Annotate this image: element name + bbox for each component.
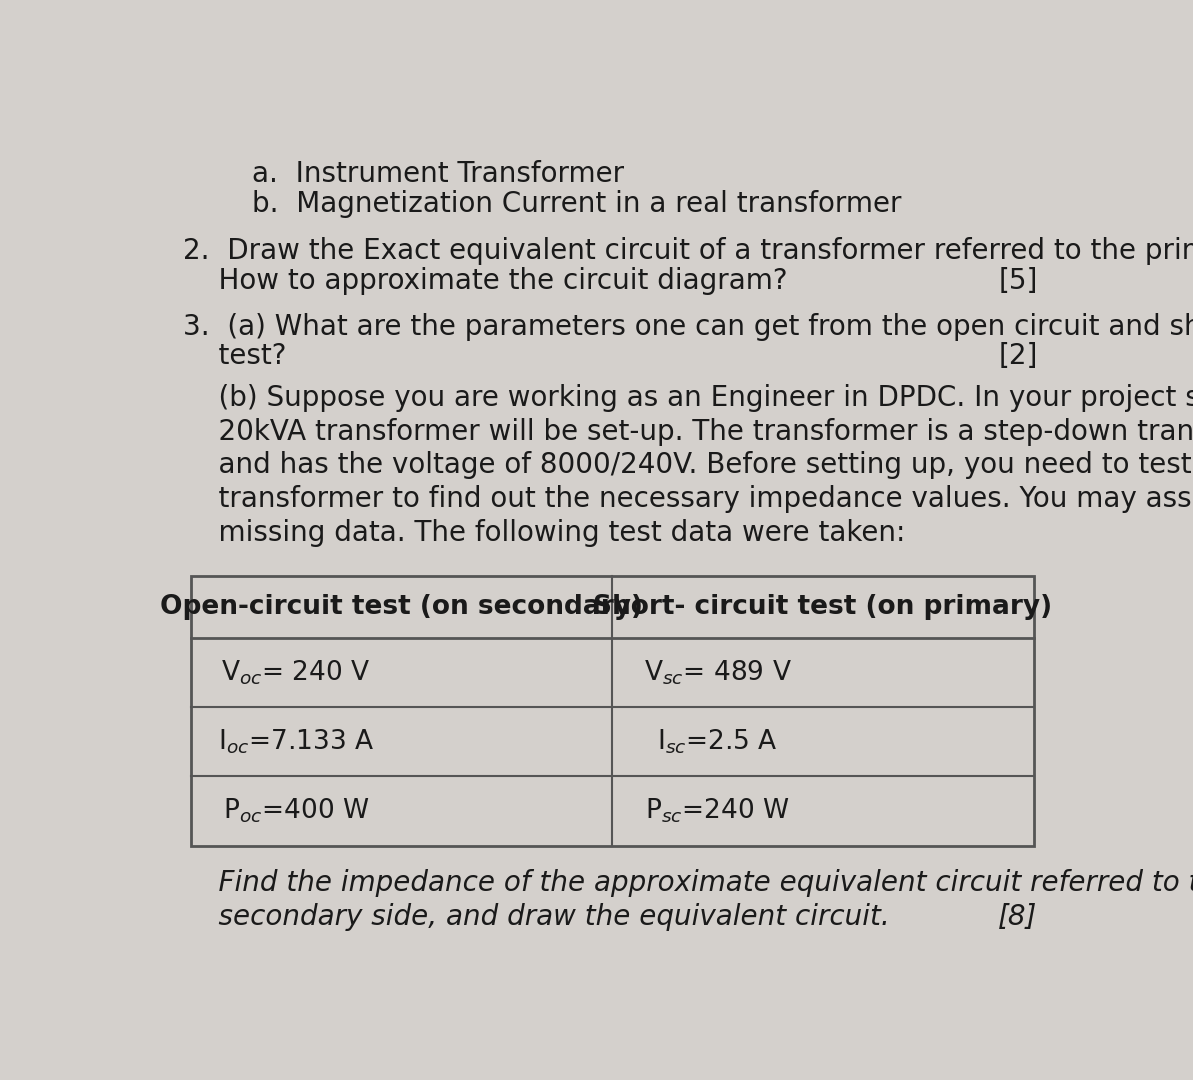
Text: Find the impedance of the approximate equivalent circuit referred to the: Find the impedance of the approximate eq… — [183, 868, 1193, 896]
Text: [5]: [5] — [999, 267, 1038, 295]
Text: (b) Suppose you are working as an Engineer in DPDC. In your project site one: (b) Suppose you are working as an Engine… — [183, 383, 1193, 411]
Text: transformer to find out the necessary impedance values. You may assume any: transformer to find out the necessary im… — [183, 485, 1193, 513]
Text: V$_{sc}$= 489 V: V$_{sc}$= 489 V — [644, 658, 791, 687]
Bar — [191, 577, 1034, 846]
Text: a.  Instrument Transformer: a. Instrument Transformer — [252, 161, 624, 188]
Text: 20kVA transformer will be set-up. The transformer is a step-down transformer: 20kVA transformer will be set-up. The tr… — [183, 418, 1193, 446]
Text: [2]: [2] — [999, 342, 1038, 370]
Text: secondary side, and draw the equivalent circuit.: secondary side, and draw the equivalent … — [183, 903, 890, 931]
Text: How to approximate the circuit diagram?: How to approximate the circuit diagram? — [183, 267, 787, 295]
Text: [8]: [8] — [999, 903, 1038, 931]
Text: V$_{oc}$= 240 V: V$_{oc}$= 240 V — [221, 658, 371, 687]
Text: P$_{oc}$=400 W: P$_{oc}$=400 W — [223, 797, 369, 825]
Text: 3.  (a) What are the parameters one can get from the open circuit and short circ: 3. (a) What are the parameters one can g… — [183, 313, 1193, 341]
Text: Short- circuit test (on primary): Short- circuit test (on primary) — [593, 594, 1052, 620]
Text: b.  Magnetization Current in a real transformer: b. Magnetization Current in a real trans… — [252, 190, 902, 218]
Text: 2.  Draw the Exact equivalent circuit of a transformer referred to the primary s: 2. Draw the Exact equivalent circuit of … — [183, 238, 1193, 266]
Text: I$_{sc}$=2.5 A: I$_{sc}$=2.5 A — [657, 728, 778, 756]
Text: test?: test? — [183, 342, 286, 370]
Text: and has the voltage of 8000/240V. Before setting up, you need to test the: and has the voltage of 8000/240V. Before… — [183, 451, 1193, 480]
Text: P$_{sc}$=240 W: P$_{sc}$=240 W — [645, 797, 790, 825]
Text: I$_{oc}$=7.133 A: I$_{oc}$=7.133 A — [218, 728, 375, 756]
Text: missing data. The following test data were taken:: missing data. The following test data we… — [183, 519, 905, 548]
Text: Open-circuit test (on secondary): Open-circuit test (on secondary) — [160, 594, 643, 620]
